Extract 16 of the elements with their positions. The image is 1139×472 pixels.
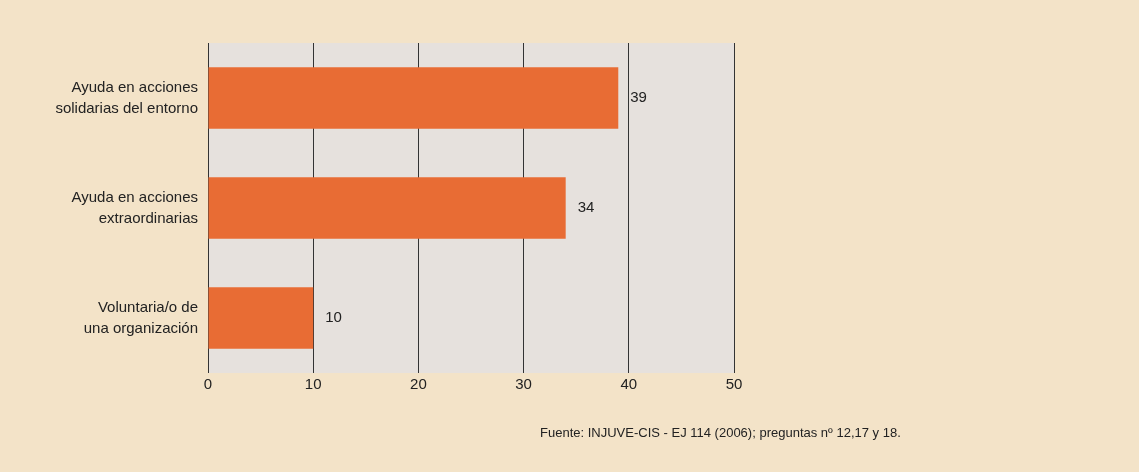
x-tick-label: 50: [725, 375, 743, 393]
data-label: 34: [577, 198, 595, 216]
x-tick-label: 10: [304, 375, 322, 393]
data-label: 10: [325, 308, 342, 326]
y-tick-label: Ayuda en acciones solidarias del entorno: [55, 77, 198, 116]
x-tick-label: 20: [410, 375, 427, 393]
bar: [208, 287, 314, 349]
bar: [208, 177, 566, 239]
bar: [208, 67, 619, 129]
x-tick-label: 0: [203, 375, 213, 393]
y-tick-label: Ayuda en acciones extraordinarias: [71, 187, 198, 226]
x-tick-label: 40: [620, 375, 638, 393]
x-tick-label: 30: [515, 375, 532, 393]
y-tick-label: Voluntaria/o de una organización: [83, 297, 198, 336]
source-note: Fuente: INJUVE-CIS - EJ 114 (2006); preguntas nº 12,17 y 18.: [540, 424, 901, 440]
data-label: 39: [630, 88, 647, 106]
